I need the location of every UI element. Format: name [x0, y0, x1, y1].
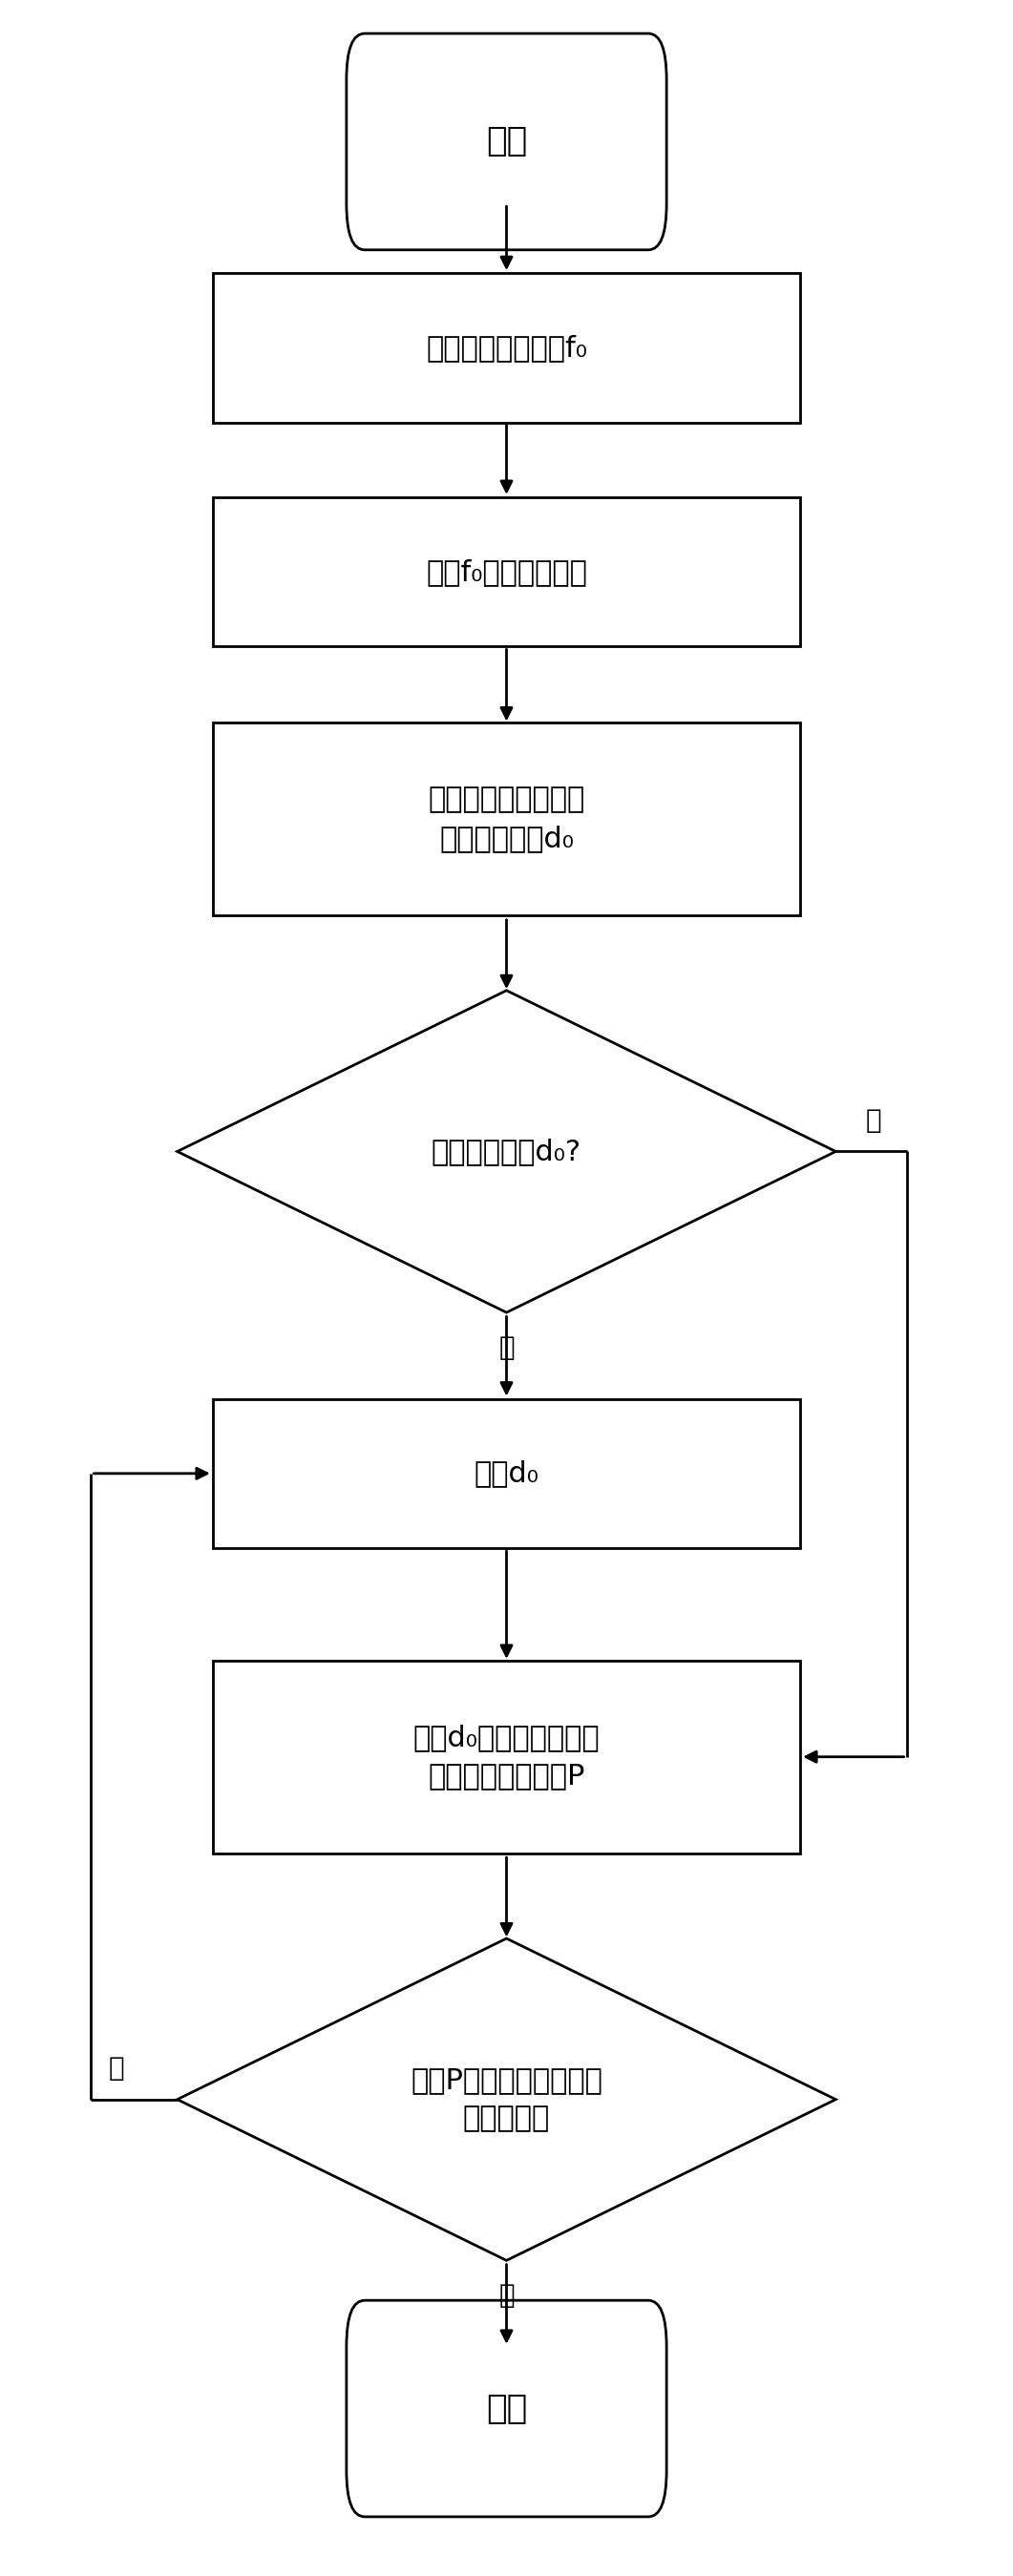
Text: 根据趋肆深度确定导
线直径最小値d₀: 根据趋肆深度确定导 线直径最小値d₀	[428, 786, 585, 853]
Text: 否: 否	[865, 1108, 881, 1133]
Polygon shape	[177, 1940, 836, 2262]
Bar	[213, 273, 800, 422]
Text: 开始: 开始	[486, 126, 527, 157]
Text: 是: 是	[498, 1334, 515, 1360]
Polygon shape	[177, 989, 836, 1314]
Bar	[213, 1659, 800, 1855]
Bar	[213, 1399, 800, 1548]
Text: 根据f₀确定趋肆深度: 根据f₀确定趋肆深度	[425, 559, 588, 585]
Text: 结束: 结束	[486, 2393, 527, 2424]
Text: 否: 否	[108, 2056, 125, 2081]
Text: 给定一个固定频率f₀: 给定一个固定频率f₀	[425, 335, 588, 361]
Text: 根据d₀计算当前螺旋谐
振器的尺寸、功率P: 根据d₀计算当前螺旋谐 振器的尺寸、功率P	[413, 1723, 600, 1790]
Text: 是否需要调整d₀?: 是否需要调整d₀?	[432, 1139, 581, 1164]
Bar	[213, 497, 800, 647]
Text: 功率P大小是否在可以容
忍的范围？: 功率P大小是否在可以容 忍的范围？	[410, 2066, 603, 2133]
Text: 调整d₀: 调整d₀	[474, 1461, 539, 1486]
Bar	[213, 721, 800, 914]
FancyBboxPatch shape	[346, 33, 667, 250]
Text: 是: 是	[498, 2282, 515, 2308]
FancyBboxPatch shape	[346, 2300, 667, 2517]
